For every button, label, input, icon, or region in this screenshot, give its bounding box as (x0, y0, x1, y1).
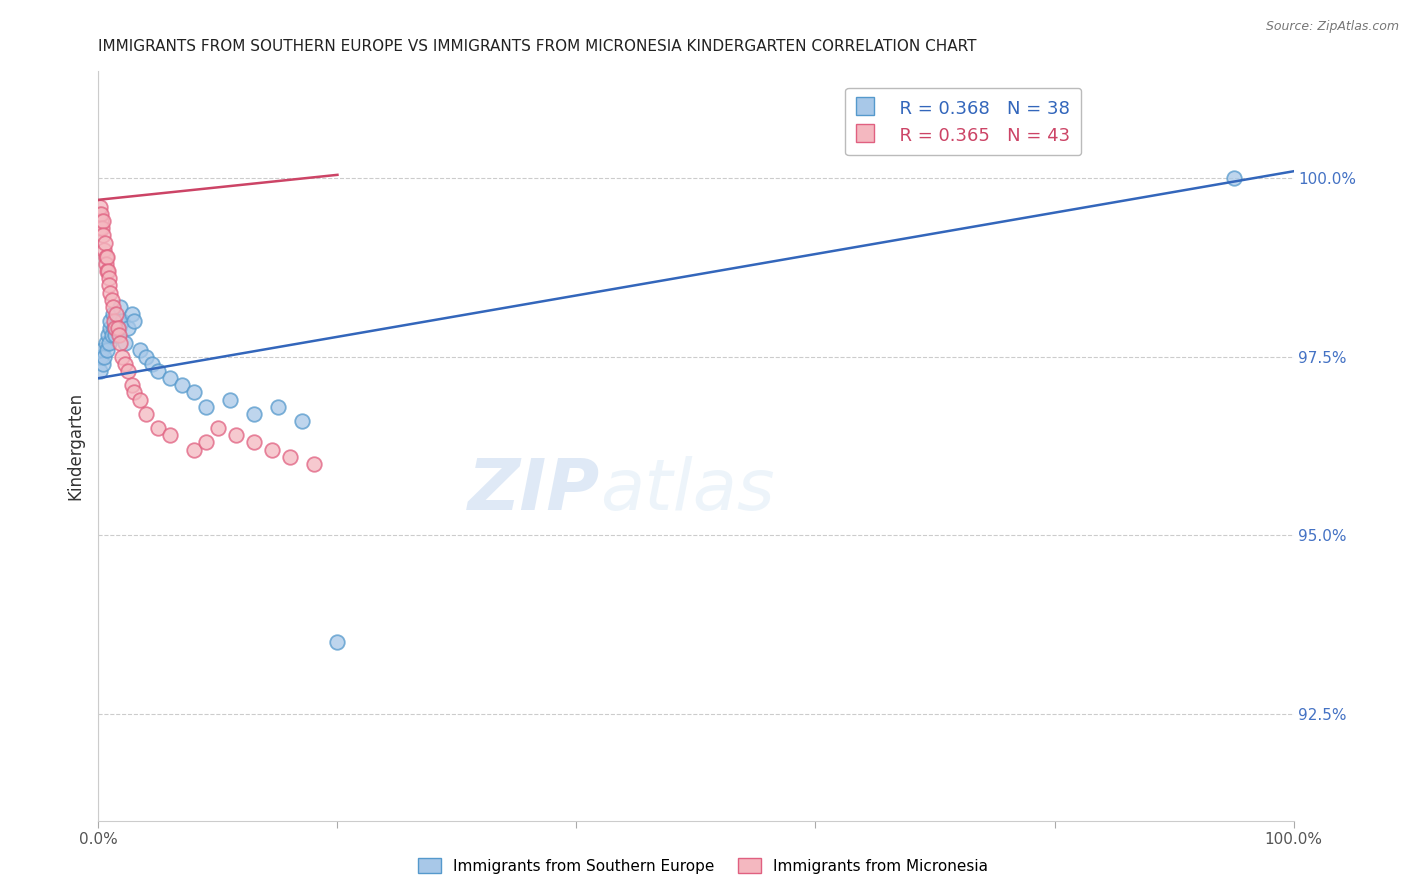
Point (103, 321, 125, 335)
Point (278, 450, 301, 464)
Point (93, 350, 115, 364)
Point (90, 207, 112, 221)
Point (135, 407, 157, 421)
Point (96, 250, 118, 264)
Point (107, 314, 129, 328)
Point (107, 328, 129, 343)
Point (87, 207, 110, 221)
Point (98, 335, 121, 350)
Point (91, 214, 114, 228)
Text: IMMIGRANTS FROM SOUTHERN EUROPE VS IMMIGRANTS FROM MICRONESIA KINDERGARTEN CORRE: IMMIGRANTS FROM SOUTHERN EUROPE VS IMMIG… (98, 38, 977, 54)
Point (105, 307, 128, 321)
Point (98, 321, 122, 335)
Point (94, 335, 117, 350)
Point (121, 378, 143, 392)
Point (96, 343, 118, 357)
Point (89, 221, 111, 235)
Point (91, 343, 114, 357)
Y-axis label: Kindergarten: Kindergarten (66, 392, 84, 500)
Point (104, 328, 127, 343)
Point (107, 321, 129, 335)
Point (96, 257, 118, 271)
Point (101, 307, 124, 321)
Text: Source: ZipAtlas.com: Source: ZipAtlas.com (1265, 20, 1399, 33)
Point (267, 400, 290, 414)
Point (97, 271, 120, 285)
Point (159, 371, 181, 385)
Point (103, 314, 125, 328)
Point (98, 285, 122, 300)
Point (195, 435, 218, 450)
Point (98, 278, 121, 293)
Point (101, 300, 124, 314)
Legend:   R = 0.368   N = 38,   R = 0.365   N = 43: R = 0.368 N = 38, R = 0.365 N = 43 (845, 88, 1081, 155)
Point (183, 385, 205, 400)
Point (108, 335, 131, 350)
Point (129, 343, 152, 357)
Point (207, 421, 229, 435)
Point (141, 357, 163, 371)
Point (91, 228, 114, 243)
Point (117, 321, 139, 335)
Point (124, 385, 146, 400)
Point (243, 435, 266, 450)
Point (111, 314, 134, 328)
Point (111, 350, 134, 364)
Point (96, 264, 118, 278)
Point (97, 328, 120, 343)
Point (94, 235, 117, 250)
Point (100, 293, 122, 307)
Point (291, 414, 314, 428)
Point (90, 350, 112, 364)
Point (302, 457, 325, 471)
Point (105, 321, 128, 335)
Point (91, 221, 114, 235)
Text: atlas: atlas (600, 457, 775, 525)
Point (148, 421, 170, 435)
Point (183, 442, 205, 457)
Point (100, 328, 122, 343)
Point (1223, 171, 1246, 186)
Text: ZIP: ZIP (468, 457, 600, 525)
Point (148, 364, 170, 378)
Point (98, 314, 122, 328)
Point (93, 243, 115, 257)
Point (114, 335, 136, 350)
Point (195, 400, 218, 414)
Point (135, 350, 157, 364)
Point (124, 314, 146, 328)
Legend: Immigrants from Southern Europe, Immigrants from Micronesia: Immigrants from Southern Europe, Immigra… (412, 852, 994, 880)
Point (107, 321, 129, 335)
Point (108, 300, 131, 314)
Point (326, 635, 349, 649)
Point (97, 264, 120, 278)
Point (90, 214, 112, 228)
Point (91, 357, 114, 371)
Point (121, 307, 143, 321)
Point (89, 200, 111, 214)
Point (159, 428, 181, 442)
Point (104, 321, 127, 335)
Point (219, 392, 242, 407)
Point (89, 364, 111, 378)
Point (117, 364, 139, 378)
Point (260, 442, 283, 457)
Point (129, 392, 152, 407)
Point (225, 428, 247, 442)
Point (114, 357, 136, 371)
Point (243, 407, 266, 421)
Point (94, 250, 117, 264)
Point (172, 378, 194, 392)
